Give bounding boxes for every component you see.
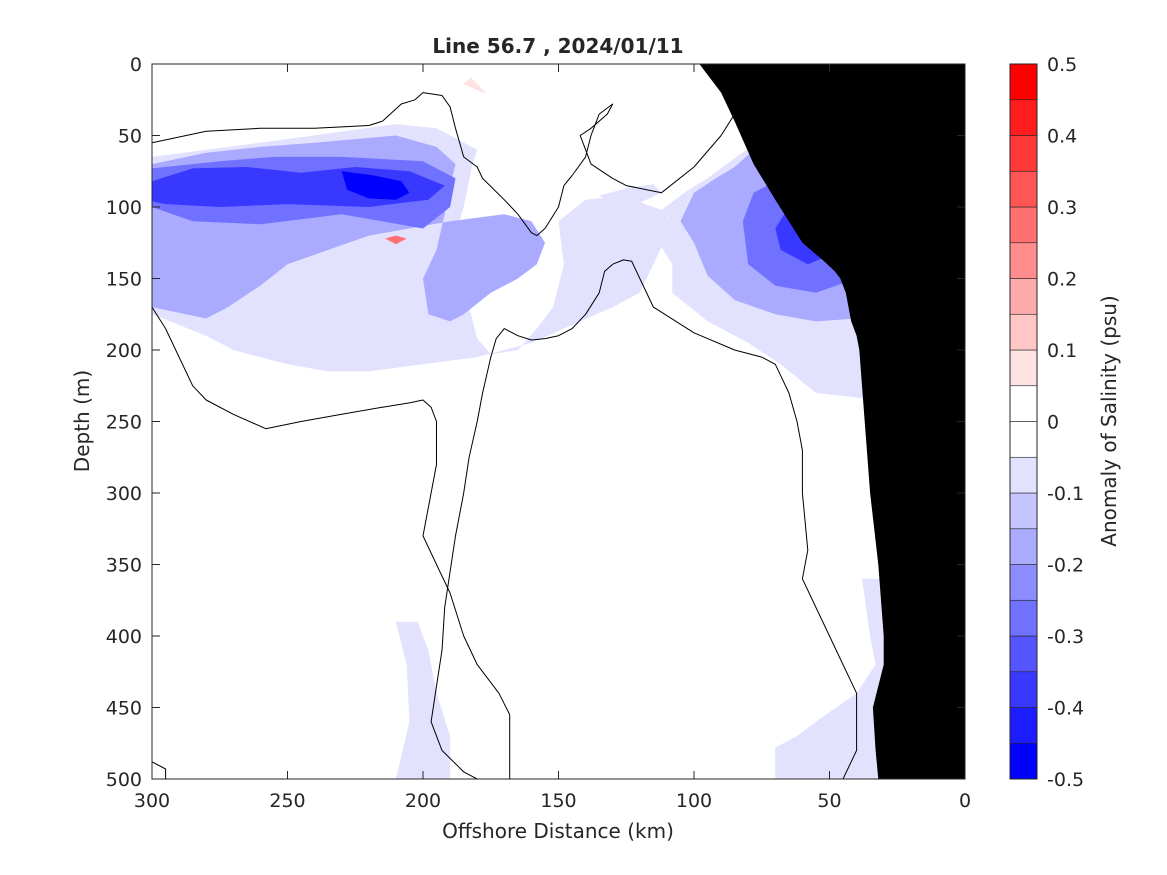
colorbar-segment xyxy=(1009,313,1038,351)
colorbar-segment xyxy=(1009,135,1038,172)
y-tick-label: 50 xyxy=(118,126,142,148)
y-tick-label: 200 xyxy=(106,340,142,362)
y-tick-label: 450 xyxy=(106,698,142,720)
x-tick-label: 250 xyxy=(269,790,305,812)
colorbar-frame xyxy=(1009,63,1038,780)
colorbar-tick-label: 0.3 xyxy=(1047,197,1077,219)
y-tick-label: 250 xyxy=(106,412,142,434)
colorbar-tick-label: -0.1 xyxy=(1047,483,1084,505)
x-tick-label: 100 xyxy=(676,790,712,812)
colorbar-tick-label: -0.5 xyxy=(1047,769,1084,791)
colorbar: 0.5 0.4 0.3 0.2 0.1 0 -0.1 -0.2 -0.3 -0.4 -0.5 xyxy=(1009,54,1084,791)
colorbar-tick-label: 0.5 xyxy=(1047,54,1077,76)
zero-contour-line-3 xyxy=(152,761,167,779)
colorbar-segment xyxy=(1009,599,1038,637)
colorbar-segment xyxy=(1009,170,1038,208)
zero-contour-line-0 xyxy=(152,64,879,237)
colorbar-segment xyxy=(1009,671,1038,708)
colorbar-segment xyxy=(1009,421,1038,458)
land-mask-polygon xyxy=(699,64,965,779)
colorbar-segment xyxy=(1009,456,1038,494)
x-tick-label: 50 xyxy=(817,790,841,812)
x-tick-label: 200 xyxy=(405,790,441,812)
anomaly-region-19 xyxy=(341,171,410,200)
anomaly-region-2 xyxy=(152,85,166,129)
x-tick-label: 0 xyxy=(959,790,971,812)
y-tick-label: 0 xyxy=(130,54,142,76)
anomaly-region-9 xyxy=(395,621,451,779)
anomaly-region-5 xyxy=(482,378,727,779)
colorbar-segment xyxy=(1009,385,1038,422)
anomaly-region-4 xyxy=(152,435,342,711)
colorbar-tick-label: 0.2 xyxy=(1047,269,1077,291)
colorbar-tick-label: -0.3 xyxy=(1047,626,1084,648)
colorbar-segment xyxy=(1009,242,1038,279)
zero-contour-line-1 xyxy=(152,306,511,779)
colorbar-tick-label: 0 xyxy=(1047,412,1059,434)
y-tick-label: 350 xyxy=(106,555,142,577)
colorbar-segment xyxy=(1009,528,1038,565)
y-tick-label: 500 xyxy=(106,769,142,791)
colorbar-segment xyxy=(1009,349,1038,387)
colorbar-tick-label: -0.2 xyxy=(1047,555,1084,577)
zero-contour-line-4 xyxy=(612,259,858,779)
y-tick-label: 150 xyxy=(106,269,142,291)
axes: 300 250 200 150 100 50 00501001502002503003504… xyxy=(106,54,971,812)
y-tick-label: 300 xyxy=(106,483,142,505)
colorbar-segment xyxy=(1009,99,1038,136)
colorbar-segment xyxy=(1009,63,1038,101)
colorbar-segment xyxy=(1009,707,1038,744)
x-axis-label: Offshore Distance (km) xyxy=(442,819,674,843)
y-tick-label: 100 xyxy=(106,197,142,219)
colorbar-label: Anomaly of Salinity (psu) xyxy=(1097,295,1121,546)
colorbar-segment xyxy=(1009,278,1038,315)
colorbar-segment xyxy=(1009,742,1038,780)
colorbar-segment xyxy=(1009,206,1038,244)
anomaly-region-20 xyxy=(385,235,407,245)
colorbar-segment xyxy=(1009,635,1038,673)
colorbar-tick-label: -0.4 xyxy=(1047,698,1084,720)
colorbar-tick-label: 0.4 xyxy=(1047,126,1077,148)
x-tick-label: 300 xyxy=(134,790,170,812)
y-axis-label: Depth (m) xyxy=(70,370,94,472)
x-tick-label: 150 xyxy=(540,790,576,812)
colorbar-segment xyxy=(1009,564,1038,601)
zero-contour-lines xyxy=(152,64,965,779)
colorbar-tick-label: 0.1 xyxy=(1047,340,1077,362)
colorbar-segment xyxy=(1009,492,1038,530)
chart-title: Line 56.7 , 2024/01/11 xyxy=(432,34,683,58)
land-mask xyxy=(699,64,965,779)
zero-contour-line-5 xyxy=(430,263,614,779)
y-tick-label: 400 xyxy=(106,626,142,648)
